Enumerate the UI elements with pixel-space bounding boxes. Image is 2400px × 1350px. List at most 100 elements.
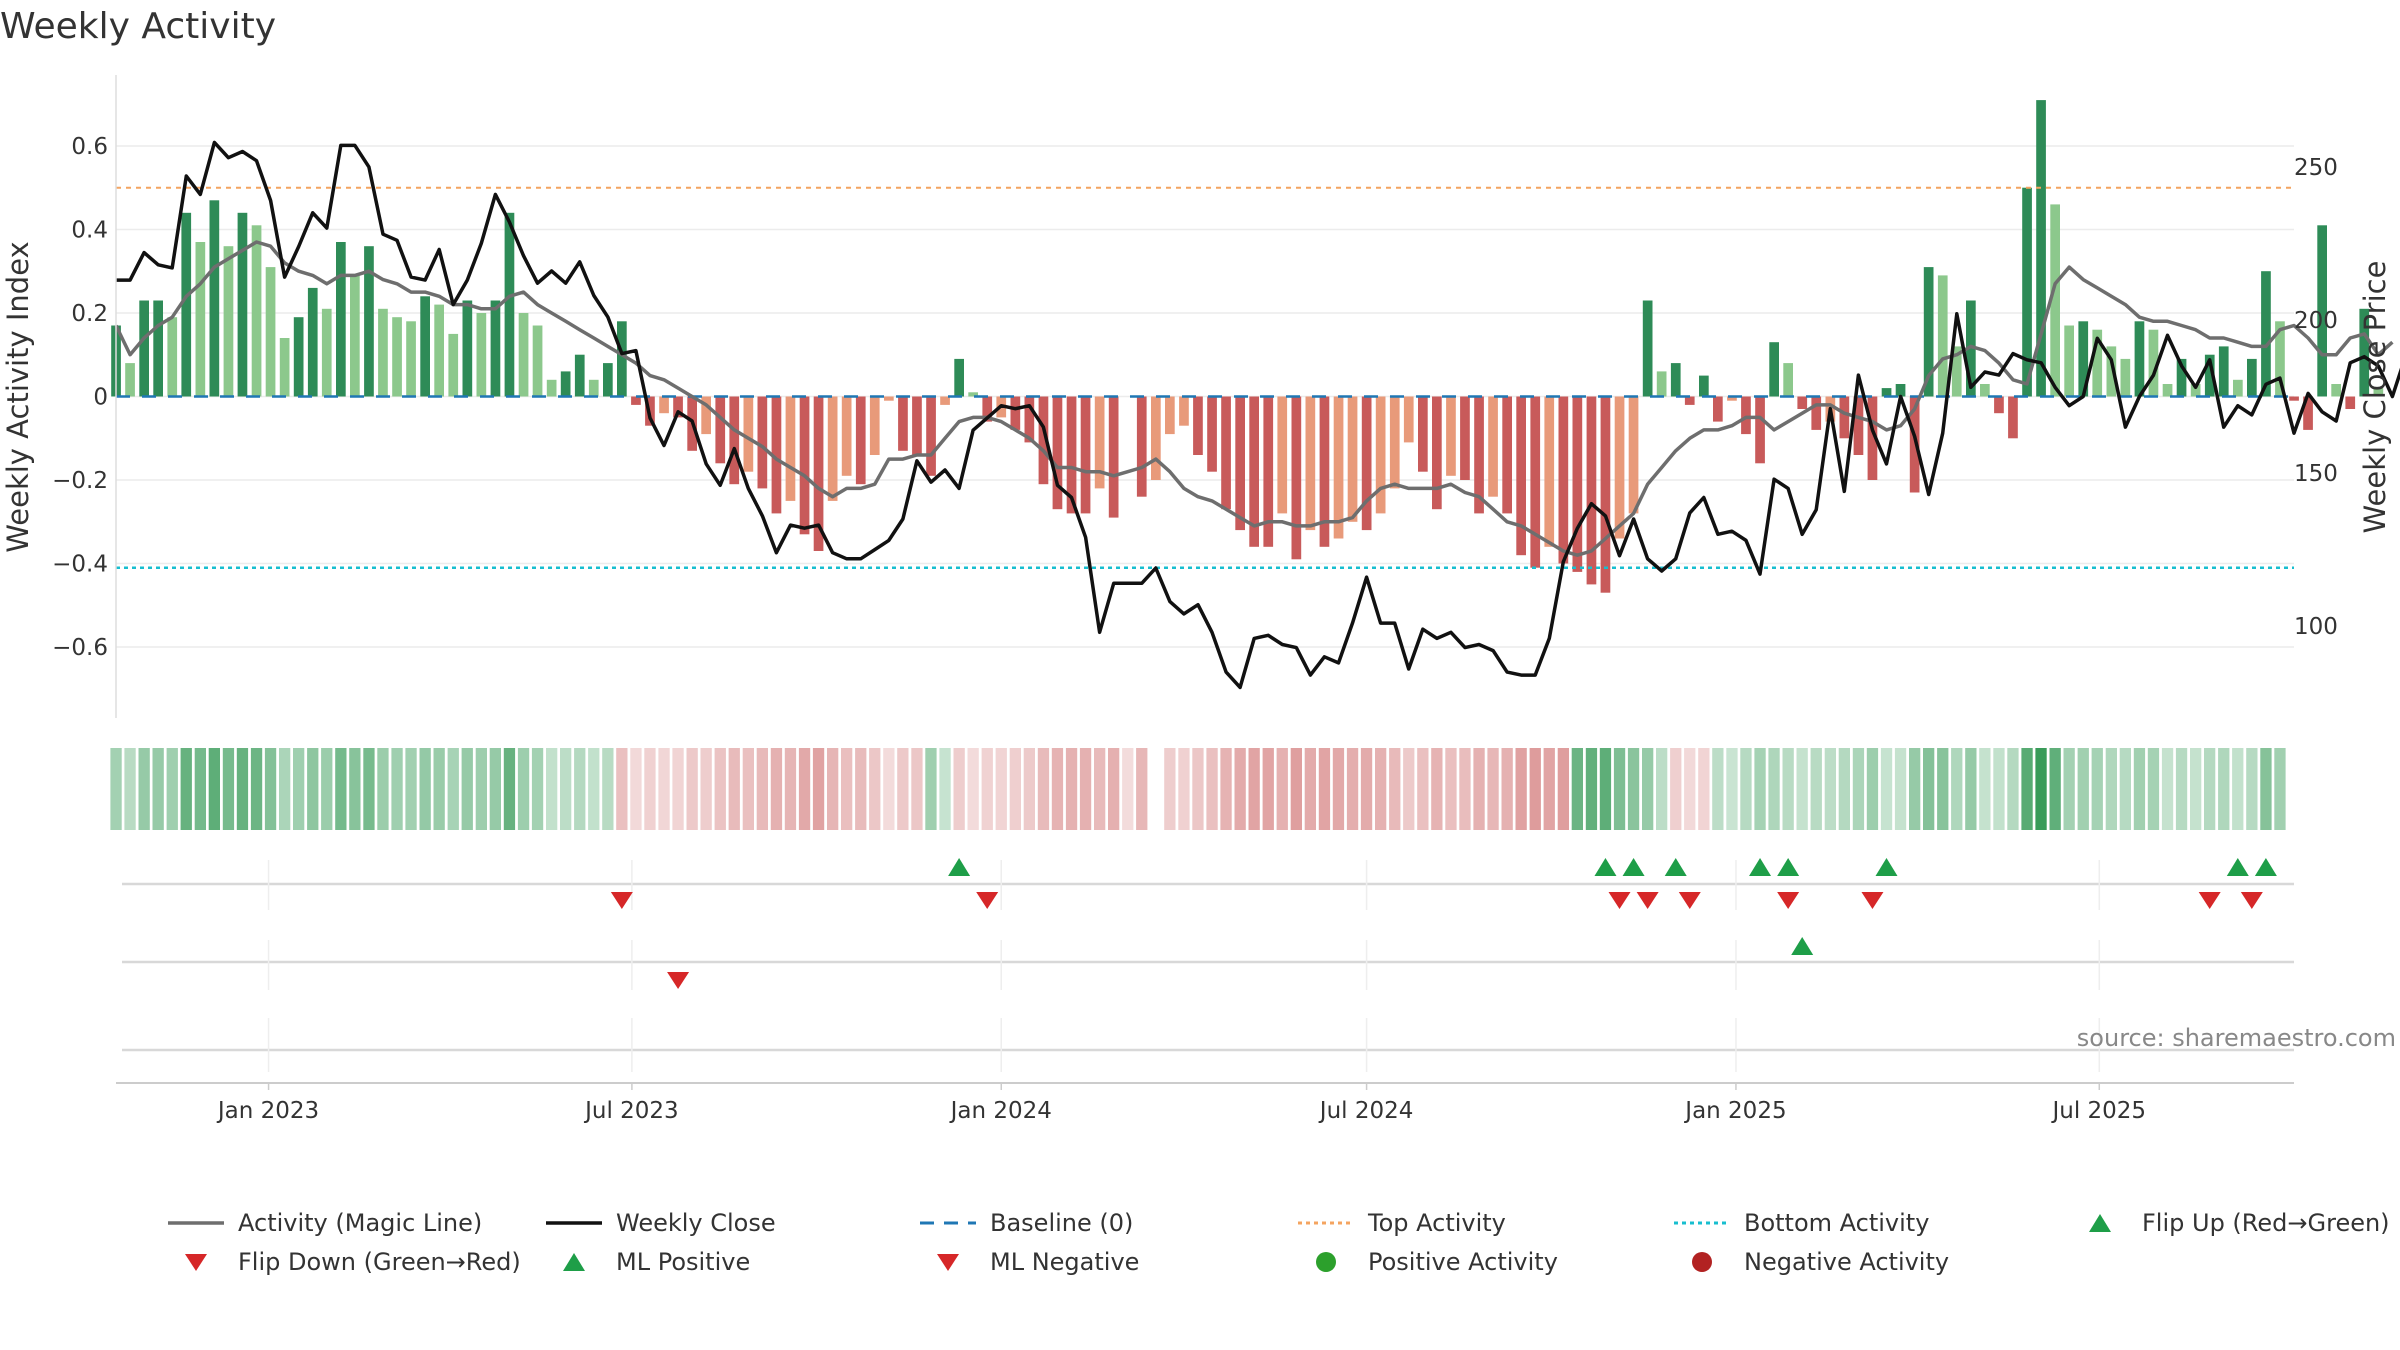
heatmap-cell: [602, 748, 614, 830]
activity-bar: [434, 304, 444, 397]
flip-up-marker: [1664, 858, 1687, 876]
activity-bar: [2106, 346, 2117, 397]
y-left-tick-label: 0.2: [71, 301, 108, 327]
activity-bar: [321, 308, 332, 397]
activity-bar: [1446, 396, 1456, 476]
activity-bar: [1305, 396, 1316, 531]
activity-bar: [364, 246, 374, 397]
activity-bar: [1193, 396, 1203, 455]
heatmap-cell: [756, 748, 768, 830]
flip-down-marker: [1678, 892, 1701, 909]
heatmap-cell: [658, 748, 670, 830]
activity-bar: [2218, 346, 2229, 397]
activity-bar: [1024, 396, 1035, 443]
heatmap-cell: [855, 748, 867, 830]
heatmap-cell: [1557, 748, 1569, 830]
x-tick-label: Jul 2023: [583, 1098, 679, 1124]
weekly-close-line: [116, 140, 2400, 690]
activity-bar: [2008, 396, 2018, 439]
signal-panels: [116, 858, 2294, 1084]
activity-bar: [2022, 187, 2032, 397]
flip-up-marker: [2226, 858, 2249, 876]
legend-item: Top Activity: [1298, 1209, 1506, 1237]
activity-bar: [1614, 396, 1625, 539]
heatmap-cell: [1529, 748, 1541, 830]
activity-bar: [1769, 342, 1779, 397]
activity-bar: [926, 396, 936, 476]
flip-up-marker: [1749, 858, 1772, 876]
activity-bar: [827, 396, 838, 501]
activity-bar: [603, 363, 613, 397]
activity-bar: [1347, 396, 1358, 522]
heatmap-cell: [2105, 748, 2117, 830]
heatmap-cell: [264, 748, 277, 830]
heatmap-cell: [1403, 748, 1415, 830]
heatmap-cell: [138, 748, 150, 830]
legend-swatch-triangle-down: [937, 1254, 959, 1271]
activity-bar: [1221, 396, 1231, 510]
activity-bar: [1994, 396, 2004, 414]
legend-label: Positive Activity: [1368, 1248, 1558, 1276]
activity-bar: [743, 396, 754, 472]
legend-label: Negative Activity: [1744, 1248, 1949, 1276]
heatmap-cell: [742, 748, 754, 830]
heatmap-cell: [1880, 748, 1893, 830]
activity-bar: [982, 396, 993, 422]
activity-bar: [617, 321, 627, 397]
activity-bar: [1108, 396, 1119, 518]
activity-bar: [673, 396, 683, 418]
activity-bar: [757, 396, 768, 489]
activity-bar: [237, 212, 248, 397]
activity-bar: [1642, 300, 1653, 397]
heatmap-cell: [1501, 748, 1513, 830]
heatmap-cell: [1304, 748, 1316, 830]
heatmap-cell: [2147, 748, 2160, 830]
activity-bar: [1586, 396, 1597, 585]
heatmap-cell: [1065, 748, 1078, 830]
activity-bar: [1811, 396, 1822, 430]
activity-bar: [1966, 300, 1976, 397]
heatmap-cell: [1571, 748, 1583, 830]
activity-bar: [1628, 396, 1639, 514]
flip-up-marker: [1875, 858, 1898, 876]
activity-bar: [1319, 396, 1330, 547]
heatmap-cell: [2246, 748, 2258, 830]
y-right-axis-title: Weekly Close Price: [2358, 261, 2392, 534]
heatmap-cell: [321, 748, 333, 830]
heatmap-cell: [1389, 748, 1401, 830]
y-right-tick-label: 200: [2294, 308, 2338, 334]
activity-bar: [1389, 396, 1400, 489]
legend-swatch-triangle-up: [563, 1253, 585, 1271]
activity-bar: [2289, 396, 2299, 401]
heatmap-cell: [1276, 748, 1288, 830]
heatmap-cell: [391, 748, 403, 830]
heatmap-cell: [1094, 748, 1106, 830]
heatmap-cell: [1009, 748, 1021, 830]
activity-bar: [125, 363, 135, 397]
heatmap-cell: [503, 748, 516, 830]
heatmap-cell: [784, 748, 797, 830]
heatmap-cell: [2035, 748, 2047, 830]
activity-bar: [518, 313, 529, 397]
heatmap-cell: [1866, 748, 1879, 830]
activity-bar: [1179, 396, 1189, 426]
heatmap-cell: [1234, 748, 1246, 830]
activity-bar: [448, 333, 459, 397]
legend-item: Weekly Close: [546, 1209, 776, 1237]
legend-item: Flip Down (Green→Red): [185, 1248, 521, 1276]
heatmap-cell: [279, 748, 291, 830]
heatmap-cell: [1079, 748, 1092, 830]
heatmap-cell: [1894, 748, 1907, 830]
activity-bar: [2261, 271, 2271, 397]
flip-up-marker: [1594, 858, 1617, 876]
activity-bar: [1558, 396, 1569, 564]
activity-bar: [532, 325, 543, 397]
heatmap-cell: [827, 748, 839, 830]
activity-bar: [1699, 375, 1709, 397]
heatmap-cell: [1136, 748, 1148, 830]
y-right-tick-label: 100: [2294, 614, 2338, 640]
activity-bar: [1333, 396, 1344, 539]
activity-bar: [2359, 308, 2370, 397]
activity-bar: [1080, 396, 1091, 514]
heatmap-cell: [2119, 748, 2131, 830]
